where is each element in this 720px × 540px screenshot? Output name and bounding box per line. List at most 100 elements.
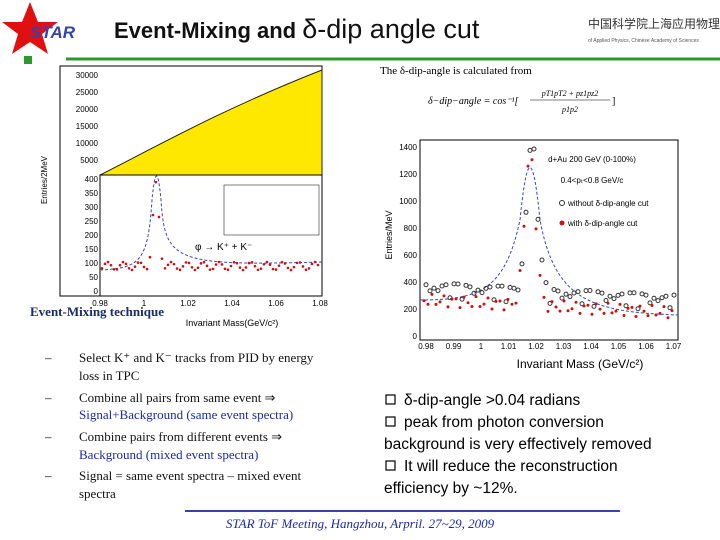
point (622, 314, 626, 318)
legend-marker (559, 200, 565, 206)
annotation: d+Au 200 GeV (0-100%) (548, 155, 636, 164)
point (247, 261, 251, 265)
point (491, 297, 497, 303)
point (304, 268, 308, 272)
point (651, 295, 657, 301)
point (232, 260, 236, 264)
item-line: Combine all pairs from same event ⇒ (79, 390, 276, 405)
point (187, 261, 191, 265)
same-event-histogram (99, 69, 323, 176)
green-square (24, 56, 32, 64)
point (283, 262, 287, 265)
point (543, 280, 549, 286)
checkbox (385, 394, 396, 405)
point (470, 305, 474, 309)
y-tick-label: 1400 (399, 143, 417, 152)
left-legend: φ → K⁺ + K⁻ (195, 242, 252, 253)
point (590, 312, 594, 316)
point (130, 268, 134, 272)
point (208, 268, 212, 271)
point (642, 309, 646, 313)
y-tick-label: 1200 (399, 170, 417, 179)
point (606, 301, 610, 305)
x-tick-label: 1.04 (583, 342, 599, 351)
point (582, 304, 586, 308)
point (490, 307, 494, 311)
point (220, 263, 224, 266)
note-line: δ-dip-angle >0.04 radians (404, 392, 580, 409)
point (594, 302, 598, 306)
point (426, 302, 430, 306)
point (316, 263, 320, 267)
point (160, 257, 164, 260)
point (558, 309, 562, 313)
point (169, 260, 173, 264)
y-tick-label: 600 (404, 251, 418, 260)
point (454, 297, 458, 301)
note-line: It will reduce the reconstruction (404, 458, 618, 475)
point (487, 284, 493, 290)
point (166, 263, 170, 267)
point (235, 261, 239, 265)
bullet: – (44, 390, 52, 405)
legend-marker (559, 220, 565, 226)
point (466, 301, 470, 305)
footer: STAR ToF Meeting, Hangzhou, Arpril. 27~2… (226, 516, 495, 531)
title-b: δ-dip angle cut (302, 14, 480, 44)
point (280, 260, 284, 264)
point (136, 261, 140, 264)
point (562, 299, 566, 303)
point (654, 313, 658, 317)
bullet: – (44, 350, 52, 365)
point (567, 294, 573, 300)
point (148, 255, 152, 259)
x-tick-label: 1.03 (556, 342, 572, 351)
point (574, 300, 578, 304)
logo-text: STAR (30, 23, 76, 42)
right-frame (419, 139, 679, 341)
left-x-label: Invariant Mass(GeV/c²) (186, 318, 279, 328)
point (422, 299, 426, 303)
y-tick-label: 250 (85, 217, 99, 226)
formula-intro: The δ-dip-angle is calculated from (380, 65, 532, 77)
point (142, 265, 146, 269)
item-line: Combine pairs from different events ⇒ (79, 429, 282, 444)
y-tick-label: 30000 (76, 71, 99, 80)
fit-curve (99, 175, 323, 271)
item-line: Select K⁺ and K⁻ tracks from PID by ener… (79, 350, 314, 365)
y-tick-label: 25000 (76, 88, 99, 97)
point (103, 262, 107, 266)
x-tick-label: 1.02 (528, 342, 544, 351)
point (106, 260, 110, 264)
point (262, 262, 266, 266)
point (244, 266, 248, 269)
point (274, 268, 278, 271)
x-tick-label: 1.06 (268, 299, 284, 308)
point (663, 293, 669, 299)
right-fit-curve (419, 167, 679, 316)
item-line: spectra (79, 486, 116, 501)
point (443, 282, 449, 288)
y-tick-label: 400 (404, 278, 418, 287)
point (241, 268, 245, 272)
point (482, 302, 486, 306)
point (575, 289, 581, 295)
point (535, 216, 541, 222)
point (634, 315, 638, 319)
point (550, 300, 554, 304)
point (172, 262, 176, 266)
institute: 中国科学院上海应用物理研究所 (588, 16, 720, 31)
point (100, 266, 104, 270)
point (471, 290, 477, 296)
point (446, 305, 450, 309)
point (271, 267, 275, 271)
point (310, 262, 314, 266)
point (566, 309, 570, 313)
y-tick-label: 200 (404, 305, 418, 314)
point (467, 284, 473, 290)
y-tick-label: 200 (85, 231, 99, 240)
point (658, 311, 662, 315)
point (607, 293, 613, 299)
point (619, 291, 625, 297)
